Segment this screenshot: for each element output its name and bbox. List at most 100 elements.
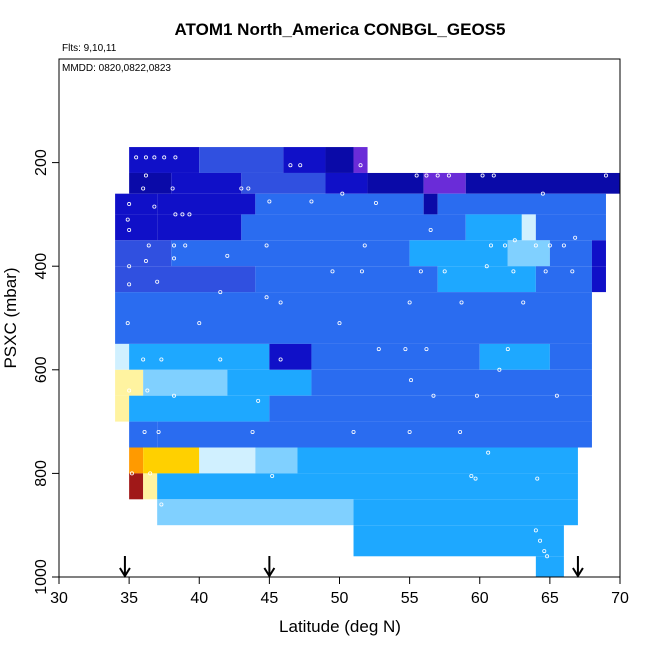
observation-point (407, 429, 412, 434)
x-tick-label: 65 (541, 590, 559, 607)
observation-point (256, 398, 261, 403)
heatmap-cell (157, 421, 592, 448)
heatmap-cell (507, 240, 550, 267)
observation-point (170, 186, 175, 191)
observation-point (162, 155, 167, 160)
observation-point (129, 471, 134, 476)
heatmap-cell (115, 240, 172, 267)
observation-point (264, 295, 269, 300)
observation-point (488, 243, 493, 248)
observation-point (183, 243, 188, 248)
observation-point (497, 367, 502, 372)
heatmap-cell (353, 147, 368, 173)
observation-point (512, 238, 517, 243)
observation-point (172, 393, 177, 398)
observation-point (125, 321, 130, 326)
observation-point (309, 199, 314, 204)
observation-point (152, 204, 157, 209)
observation-point (362, 243, 367, 248)
observation-point (278, 300, 283, 305)
observation-point (148, 471, 153, 476)
flight-markers (119, 556, 584, 578)
heatmap-cell (129, 473, 144, 500)
heatmap-cell (143, 447, 200, 474)
heatmap-cell (199, 147, 284, 173)
observation-point (373, 201, 378, 206)
observation-point (288, 163, 293, 168)
heatmap-cell (157, 193, 256, 215)
y-tick-label: 200 (33, 149, 50, 176)
observation-point (442, 269, 447, 274)
observation-point (424, 347, 429, 352)
x-axis: 30 35 40 45 50 55 60 65 70 (50, 577, 629, 607)
observation-point (431, 393, 436, 398)
heatmap-cell (241, 214, 466, 241)
heatmap-cell (129, 421, 158, 448)
observation-point (264, 243, 269, 248)
observation-point (403, 347, 408, 352)
chart-title: ATOM1 North_America CONBGL_GEOS5 (175, 20, 506, 39)
heatmap-cell (227, 369, 312, 396)
observation-point (218, 290, 223, 295)
heatmap-cell (437, 266, 536, 293)
heatmap-cell (311, 369, 592, 396)
heatmap-cell (171, 240, 410, 267)
observation-point (143, 259, 148, 264)
observation-point (484, 264, 489, 269)
y-tick-label: 400 (33, 253, 50, 280)
observation-point (540, 191, 545, 196)
heatmap-cell (409, 240, 508, 267)
heatmap-cell (423, 193, 438, 215)
observation-point (159, 502, 164, 507)
heatmap-cells (115, 147, 620, 577)
heatmap-cell (115, 395, 130, 422)
dates-note: MMDD: 0820,0822,0823 (62, 63, 171, 74)
heatmap-cell (535, 214, 606, 241)
x-tick-label: 50 (331, 590, 349, 607)
heatmap-cell (241, 172, 326, 194)
observation-point (172, 256, 177, 261)
observation-point (570, 269, 575, 274)
heatmap-cell (129, 447, 144, 474)
heatmap-cell (143, 473, 158, 500)
down-arrow-icon (263, 556, 276, 578)
flights-note: Flts: 9,10,11 (62, 43, 117, 54)
y-tick-label: 1000 (33, 559, 50, 595)
heatmap-cell (311, 343, 480, 370)
observation-point (134, 155, 139, 160)
observation-point (152, 155, 157, 160)
observation-point (337, 321, 342, 326)
down-arrow-icon (119, 556, 131, 578)
heatmap-cell (353, 525, 564, 557)
observation-point (561, 243, 566, 248)
observation-point (486, 450, 491, 455)
observation-point (458, 429, 463, 434)
heatmap-cell (157, 214, 242, 241)
observation-point (533, 528, 538, 533)
observation-point (573, 235, 578, 240)
down-arrow-icon (572, 556, 584, 578)
observation-point (543, 269, 548, 274)
observation-point (538, 538, 543, 543)
observation-point (278, 357, 283, 362)
observation-point (376, 347, 381, 352)
y-tick-label: 800 (33, 460, 50, 487)
observation-point (545, 554, 550, 559)
heatmap-cell (255, 193, 424, 215)
x-tick-label: 40 (190, 590, 208, 607)
observation-point (542, 549, 547, 554)
observation-point (127, 202, 132, 207)
heatmap-cell (157, 473, 578, 500)
observation-point (127, 282, 132, 287)
heatmap-cell (129, 395, 270, 422)
heatmap-cell (115, 343, 130, 370)
observation-point (173, 212, 178, 217)
observation-point (511, 269, 516, 274)
observation-point (145, 388, 150, 393)
observation-point (340, 191, 345, 196)
observation-point (141, 186, 146, 191)
observation-point (124, 461, 129, 466)
observation-point (409, 378, 414, 383)
heatmap-cell (591, 266, 606, 293)
